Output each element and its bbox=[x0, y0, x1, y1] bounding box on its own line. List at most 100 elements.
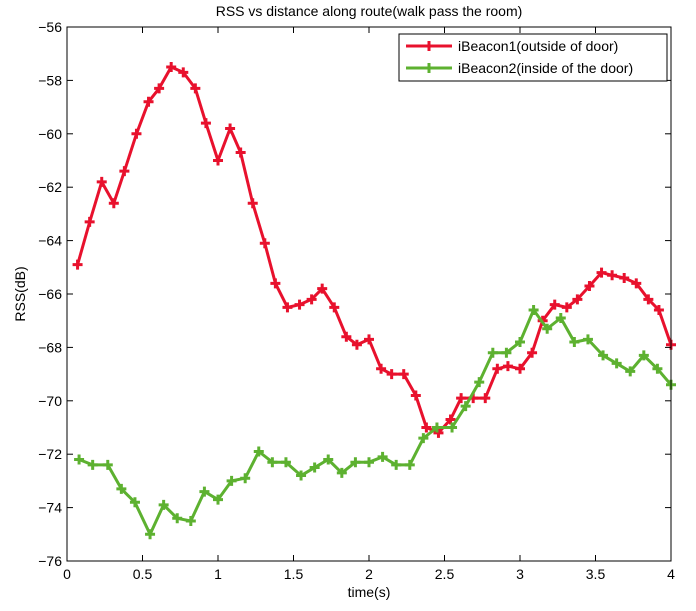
data-point bbox=[492, 363, 503, 374]
data-point bbox=[410, 390, 421, 401]
data-point bbox=[145, 529, 156, 540]
x-tick-label: 3.5 bbox=[586, 566, 606, 582]
x-tick-label: 2 bbox=[365, 566, 373, 582]
series-1 bbox=[72, 62, 676, 438]
data-point bbox=[190, 83, 201, 94]
data-point bbox=[240, 473, 251, 484]
data-point bbox=[582, 334, 593, 345]
data-point bbox=[643, 294, 654, 305]
data-point bbox=[418, 433, 429, 444]
data-point bbox=[143, 96, 154, 107]
x-tick-label: 2.5 bbox=[435, 566, 455, 582]
series-2 bbox=[74, 305, 676, 540]
data-point bbox=[72, 259, 83, 270]
data-point bbox=[267, 457, 278, 468]
data-point bbox=[158, 499, 169, 510]
y-tick-label: −64 bbox=[38, 233, 62, 249]
data-point bbox=[502, 361, 513, 372]
data-point bbox=[226, 475, 237, 486]
data-point bbox=[235, 147, 246, 158]
legend-box bbox=[398, 33, 668, 82]
data-point bbox=[431, 422, 442, 433]
data-point bbox=[474, 377, 485, 388]
legend-label: iBeacon1(outside of door) bbox=[458, 38, 618, 54]
data-point bbox=[280, 457, 291, 468]
data-point bbox=[306, 294, 317, 305]
y-axis: −76 −74 −72 −70 −68 −66 −64 −62 −60 −58 −56 bbox=[38, 19, 671, 569]
data-point bbox=[447, 422, 458, 433]
y-tick-label: −72 bbox=[38, 446, 62, 462]
data-point bbox=[501, 347, 512, 358]
data-point bbox=[445, 414, 456, 425]
data-point bbox=[185, 515, 196, 526]
x-tick-label: 1.5 bbox=[284, 566, 304, 582]
data-point bbox=[108, 198, 119, 209]
data-point bbox=[515, 337, 525, 348]
plot-lines bbox=[72, 62, 676, 540]
data-point bbox=[329, 302, 340, 313]
data-point bbox=[87, 459, 98, 470]
data-point bbox=[213, 155, 223, 166]
data-point bbox=[653, 305, 664, 316]
y-tick-label: −56 bbox=[38, 19, 62, 35]
data-point bbox=[225, 123, 236, 134]
data-point bbox=[598, 350, 609, 361]
data-point bbox=[270, 278, 281, 289]
data-point bbox=[259, 238, 270, 249]
chart-title: RSS vs distance along route(walk pass th… bbox=[216, 3, 523, 19]
data-point bbox=[631, 278, 642, 289]
data-point bbox=[584, 280, 595, 291]
data-point bbox=[309, 462, 320, 473]
data-point bbox=[253, 446, 264, 457]
x-axis: 0 0.5 1 1.5 2 2.5 3 3.5 4 bbox=[63, 27, 675, 582]
data-point bbox=[247, 198, 258, 209]
data-point bbox=[213, 494, 223, 505]
data-point bbox=[154, 83, 165, 94]
y-tick-label: −60 bbox=[38, 126, 62, 142]
data-point bbox=[351, 339, 362, 350]
data-point bbox=[619, 272, 630, 283]
x-tick-label: 4 bbox=[667, 566, 675, 582]
data-point bbox=[625, 366, 636, 377]
data-point bbox=[296, 470, 307, 481]
y-tick-label: −58 bbox=[38, 72, 62, 88]
data-point bbox=[561, 302, 572, 313]
data-point bbox=[596, 267, 607, 278]
y-tick-label: −76 bbox=[38, 553, 62, 569]
data-point bbox=[294, 299, 305, 310]
y-tick-label: −68 bbox=[38, 339, 62, 355]
data-point bbox=[116, 483, 127, 494]
data-point bbox=[398, 369, 409, 380]
data-point bbox=[96, 176, 107, 187]
x-axis-title: time(s) bbox=[348, 584, 391, 600]
data-point bbox=[527, 347, 538, 358]
data-point bbox=[364, 334, 374, 345]
data-point bbox=[487, 347, 498, 358]
series-line bbox=[76, 65, 673, 435]
data-point bbox=[350, 457, 361, 468]
y-tick-label: −70 bbox=[38, 393, 62, 409]
data-point bbox=[549, 299, 560, 310]
x-tick-label: 1 bbox=[214, 566, 222, 582]
legend-label: iBeacon2(inside of the door) bbox=[458, 60, 633, 76]
data-point bbox=[102, 459, 113, 470]
data-point bbox=[572, 294, 583, 305]
data-point bbox=[611, 358, 622, 369]
legend-swatch-marker bbox=[424, 63, 434, 73]
data-point bbox=[199, 486, 210, 497]
data-point bbox=[569, 337, 580, 348]
data-point bbox=[480, 393, 491, 404]
data-point bbox=[515, 363, 525, 374]
legend: iBeacon1(outside of door) iBeacon2(inside… bbox=[398, 33, 668, 82]
data-point bbox=[323, 454, 334, 465]
data-point bbox=[200, 118, 211, 129]
data-point bbox=[336, 467, 347, 478]
data-point bbox=[317, 283, 328, 294]
data-point bbox=[377, 451, 388, 462]
data-point bbox=[391, 459, 402, 470]
data-point bbox=[119, 166, 130, 177]
data-point bbox=[172, 513, 183, 524]
data-point bbox=[74, 454, 85, 465]
